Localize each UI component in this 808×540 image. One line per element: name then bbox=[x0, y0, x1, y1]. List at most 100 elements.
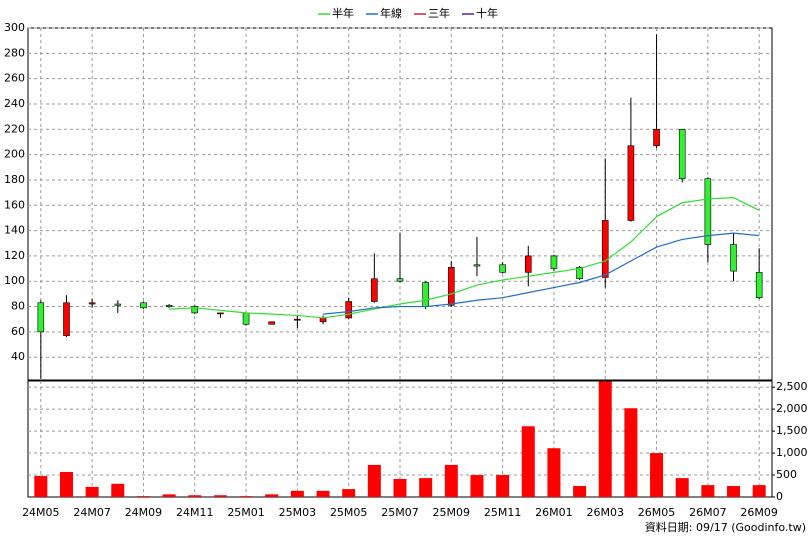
candle-body bbox=[63, 302, 70, 336]
candle-body bbox=[627, 145, 635, 221]
candle-body bbox=[345, 301, 352, 319]
x-tick-label: 25M07 bbox=[381, 506, 419, 519]
x-tick-label: 26M09 bbox=[740, 506, 778, 519]
candle-body bbox=[499, 264, 506, 273]
volume-bar bbox=[85, 486, 99, 497]
volume-bar bbox=[59, 471, 73, 497]
y-tick-label: 100 bbox=[4, 274, 25, 287]
volume-bar bbox=[624, 408, 638, 497]
candle-body bbox=[294, 318, 301, 321]
candle-body bbox=[473, 264, 481, 267]
volume-bar bbox=[521, 426, 535, 497]
x-tick-label: 24M07 bbox=[73, 506, 111, 519]
x-tick-label: 25M03 bbox=[279, 506, 317, 519]
x-tick-label: 25M01 bbox=[227, 506, 265, 519]
candle-body bbox=[165, 304, 173, 307]
candle-body bbox=[217, 312, 224, 315]
volume-bar bbox=[239, 496, 253, 497]
volume-bar bbox=[111, 483, 125, 497]
volume-bar bbox=[265, 494, 279, 497]
y2-tick-label: 1,500 bbox=[776, 424, 808, 437]
x-tick-label: 25M05 bbox=[330, 506, 368, 519]
volume-bar bbox=[188, 495, 202, 497]
y-tick-label: 220 bbox=[4, 122, 25, 135]
y2-tick-label: 2,500 bbox=[776, 380, 808, 393]
candle-body bbox=[730, 244, 737, 272]
x-tick-label: 24M11 bbox=[176, 506, 214, 519]
volume-bar bbox=[573, 486, 587, 497]
candle-body bbox=[653, 128, 660, 147]
x-tick-label: 26M01 bbox=[535, 506, 573, 519]
y2-tick-label: 0 bbox=[776, 490, 783, 503]
y-tick-label: 120 bbox=[4, 249, 25, 262]
volume-bar bbox=[444, 464, 458, 497]
legend-label: 半年 bbox=[332, 6, 354, 20]
y-tick-label: 280 bbox=[4, 46, 25, 59]
x-tick-label: 26M03 bbox=[586, 506, 624, 519]
candle-body bbox=[422, 282, 429, 307]
volume-bar bbox=[342, 489, 356, 497]
volume-bar bbox=[496, 475, 510, 497]
ma-line bbox=[322, 232, 760, 315]
volume-bar bbox=[136, 496, 150, 497]
y-tick-label: 60 bbox=[11, 325, 25, 338]
y2-tick-label: 1,000 bbox=[776, 446, 808, 459]
y-tick-label: 180 bbox=[4, 173, 25, 186]
candle-body bbox=[396, 278, 404, 282]
candle-body bbox=[268, 321, 276, 325]
y-tick-label: 300 bbox=[4, 21, 25, 34]
candle-body bbox=[371, 278, 378, 302]
volume-bar bbox=[290, 490, 304, 497]
candle-body bbox=[550, 255, 558, 269]
x-tick-label: 24M05 bbox=[22, 506, 60, 519]
volume-bar bbox=[162, 494, 176, 497]
volume-bar bbox=[547, 448, 561, 497]
x-tick-label: 24M09 bbox=[125, 506, 163, 519]
footer-note: 資料日期: 09/17 (Goodinfo.tw) bbox=[645, 520, 806, 534]
legend-label: 年線 bbox=[380, 6, 402, 20]
x-tick-label: 25M11 bbox=[484, 506, 522, 519]
volume-bar bbox=[367, 464, 381, 497]
volume-bar bbox=[34, 476, 48, 497]
volume-bar bbox=[470, 475, 484, 497]
candle-body bbox=[524, 255, 532, 273]
candle-body bbox=[448, 267, 455, 306]
y-tick-label: 160 bbox=[4, 198, 25, 211]
y-tick-label: 40 bbox=[11, 350, 25, 363]
ma-line bbox=[169, 197, 760, 319]
legend-label: 三年 bbox=[428, 6, 450, 20]
y-tick-label: 260 bbox=[4, 72, 25, 85]
volume-bar bbox=[316, 490, 330, 497]
candle-body bbox=[191, 306, 199, 314]
volume-bar bbox=[213, 495, 227, 497]
volume-bar bbox=[727, 486, 741, 497]
volume-bar bbox=[752, 485, 766, 497]
x-tick-label: 26M05 bbox=[638, 506, 676, 519]
y2-tick-label: 2,000 bbox=[776, 402, 808, 415]
legend-label: 十年 bbox=[476, 6, 498, 20]
candle-body bbox=[114, 303, 122, 306]
volume-bar bbox=[701, 485, 715, 497]
y-tick-label: 200 bbox=[4, 148, 25, 161]
candle-body bbox=[140, 302, 147, 309]
volume-bar bbox=[419, 478, 433, 497]
y-tick-label: 240 bbox=[4, 97, 25, 110]
volume-bar bbox=[598, 381, 612, 497]
candle-body bbox=[576, 267, 583, 280]
candle-body bbox=[678, 128, 686, 179]
candle-body bbox=[242, 312, 250, 325]
volume-bar bbox=[393, 478, 407, 497]
candle-body bbox=[601, 220, 609, 278]
legend: 半年 年線 三年 十年 bbox=[318, 6, 498, 20]
x-tick-label: 26M07 bbox=[689, 506, 727, 519]
y-tick-label: 80 bbox=[11, 300, 25, 313]
candle-body bbox=[755, 272, 763, 298]
candle-body bbox=[704, 178, 712, 245]
y2-tick-label: 500 bbox=[776, 468, 797, 481]
volume-bar bbox=[675, 478, 689, 497]
candle-body bbox=[88, 302, 96, 305]
y-tick-label: 140 bbox=[4, 224, 25, 237]
x-tick-label: 25M09 bbox=[433, 506, 471, 519]
volume-bar bbox=[650, 453, 664, 497]
